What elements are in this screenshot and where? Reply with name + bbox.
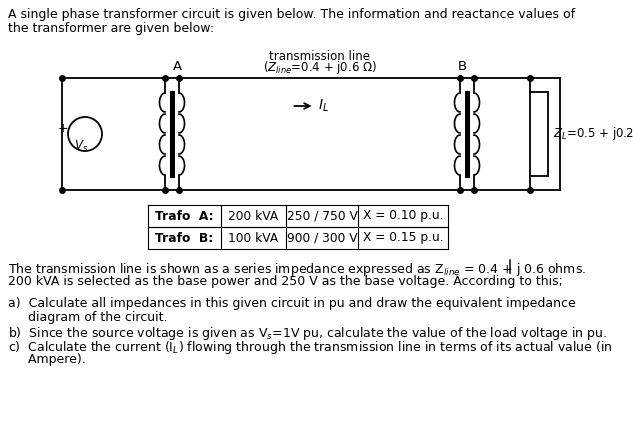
- Text: 100 kVA: 100 kVA: [229, 232, 279, 244]
- Text: Ampere).: Ampere).: [8, 353, 85, 366]
- Text: A: A: [172, 60, 182, 72]
- Text: A single phase transformer circuit is given below. The information and reactance: A single phase transformer circuit is gi…: [8, 8, 575, 21]
- Text: 250 / 750 V: 250 / 750 V: [287, 209, 358, 223]
- Text: Trafo  B:: Trafo B:: [155, 232, 213, 244]
- Text: Trafo  A:: Trafo A:: [155, 209, 214, 223]
- Text: 200 kVA: 200 kVA: [229, 209, 279, 223]
- Text: X = 0.15 p.u.: X = 0.15 p.u.: [363, 232, 443, 244]
- Text: 900 / 300 V: 900 / 300 V: [287, 232, 357, 244]
- Text: a)  Calculate all impedances in this given circuit in pu and draw the equivalent: a) Calculate all impedances in this give…: [8, 297, 576, 310]
- Text: $V_s$: $V_s$: [74, 138, 88, 153]
- Text: the transformer are given below:: the transformer are given below:: [8, 22, 214, 35]
- Text: X = 0.10 p.u.: X = 0.10 p.u.: [363, 209, 443, 223]
- Text: The transmission line is shown as a series impedance expressed as Z$_{line}$ = 0: The transmission line is shown as a seri…: [8, 261, 586, 278]
- Text: ($Z_{line}$=0.4 + j0.6 $\Omega$): ($Z_{line}$=0.4 + j0.6 $\Omega$): [263, 60, 377, 76]
- Text: B: B: [458, 60, 467, 72]
- Bar: [530, 92, 548, 176]
- Text: b)  Since the source voltage is given as V$_s$=1V pu, calculate the value of the: b) Since the source voltage is given as …: [8, 325, 607, 342]
- Text: $Z_L$=0.5 + j0.2  $\Omega$: $Z_L$=0.5 + j0.2 $\Omega$: [553, 126, 633, 142]
- Text: c)  Calculate the current (I$_L$) flowing through the transmission line in terms: c) Calculate the current (I$_L$) flowing…: [8, 339, 613, 356]
- Text: diagram of the circuit.: diagram of the circuit.: [8, 311, 168, 324]
- Text: transmission line: transmission line: [269, 49, 370, 63]
- Text: $I_L$: $I_L$: [318, 98, 329, 114]
- Text: +: +: [58, 122, 68, 135]
- Text: 200 kVA is selected as the base power and 250 V as the base voltage. According t: 200 kVA is selected as the base power an…: [8, 275, 563, 288]
